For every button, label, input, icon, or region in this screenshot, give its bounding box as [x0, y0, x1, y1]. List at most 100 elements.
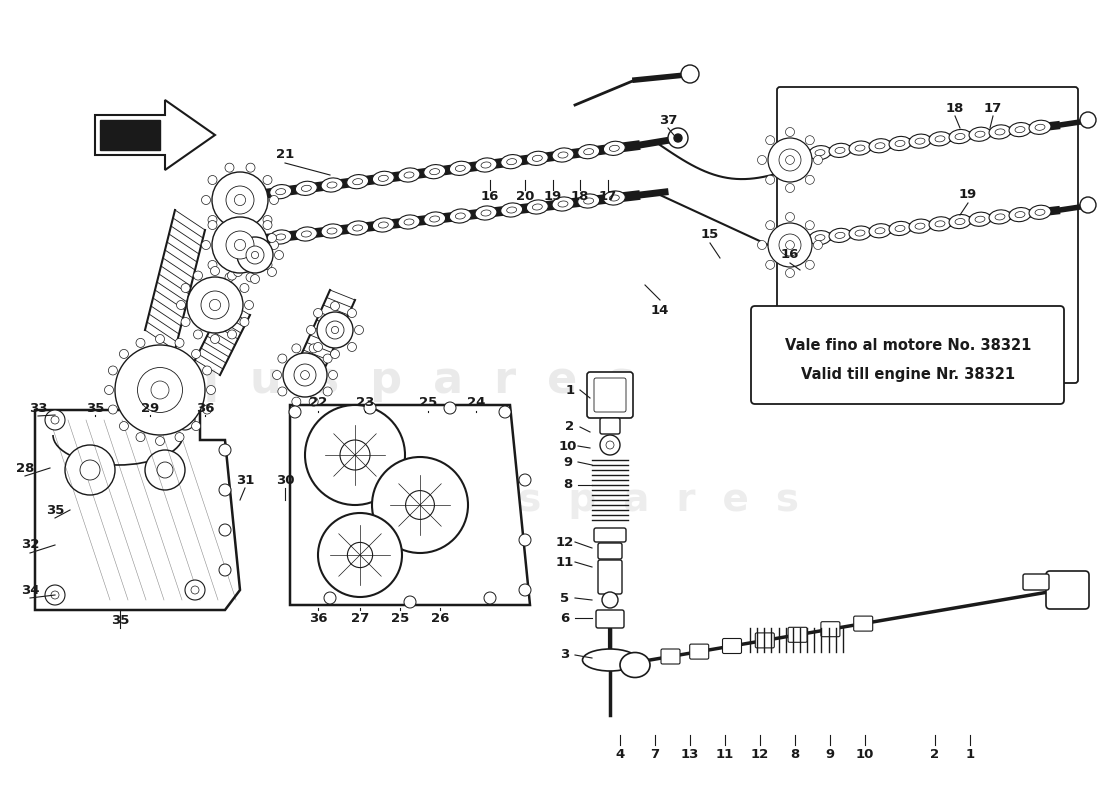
Circle shape	[348, 342, 356, 351]
Circle shape	[779, 234, 801, 256]
Ellipse shape	[481, 210, 491, 216]
Circle shape	[602, 592, 618, 608]
Circle shape	[175, 433, 184, 442]
Circle shape	[236, 237, 273, 273]
Circle shape	[305, 405, 405, 505]
Ellipse shape	[874, 142, 886, 149]
Circle shape	[331, 326, 339, 334]
Ellipse shape	[373, 218, 394, 232]
Circle shape	[194, 271, 202, 280]
Circle shape	[138, 367, 183, 413]
Circle shape	[330, 350, 340, 358]
Circle shape	[263, 261, 272, 270]
Circle shape	[674, 134, 682, 142]
Ellipse shape	[815, 234, 825, 241]
Ellipse shape	[270, 185, 292, 198]
Circle shape	[45, 585, 65, 605]
Circle shape	[246, 273, 255, 282]
Circle shape	[814, 155, 823, 165]
Polygon shape	[35, 410, 240, 610]
Ellipse shape	[915, 138, 925, 144]
Ellipse shape	[430, 169, 440, 174]
Circle shape	[233, 234, 242, 242]
Circle shape	[766, 221, 774, 230]
Circle shape	[244, 301, 253, 310]
Circle shape	[1080, 197, 1096, 213]
Ellipse shape	[996, 129, 1005, 135]
Circle shape	[226, 208, 234, 217]
Text: 37: 37	[659, 114, 678, 126]
Ellipse shape	[346, 221, 368, 235]
Ellipse shape	[829, 228, 851, 242]
Ellipse shape	[869, 138, 891, 153]
Ellipse shape	[1028, 206, 1050, 219]
Ellipse shape	[909, 134, 931, 148]
Circle shape	[201, 195, 210, 205]
Circle shape	[519, 474, 531, 486]
Ellipse shape	[869, 224, 891, 238]
Text: 9: 9	[825, 749, 835, 762]
Circle shape	[116, 345, 205, 435]
Circle shape	[219, 564, 231, 576]
Circle shape	[51, 416, 59, 424]
Ellipse shape	[584, 149, 594, 154]
Circle shape	[246, 228, 255, 237]
Ellipse shape	[532, 204, 542, 210]
Ellipse shape	[430, 216, 440, 222]
Circle shape	[191, 350, 200, 358]
Circle shape	[155, 334, 165, 343]
Ellipse shape	[301, 231, 311, 237]
Ellipse shape	[475, 206, 497, 220]
Circle shape	[785, 269, 794, 278]
Ellipse shape	[455, 166, 465, 171]
Circle shape	[519, 584, 531, 596]
Circle shape	[273, 370, 282, 379]
Circle shape	[226, 228, 234, 237]
Ellipse shape	[301, 186, 311, 191]
Circle shape	[324, 592, 336, 604]
Ellipse shape	[500, 154, 522, 169]
Ellipse shape	[609, 195, 619, 201]
Circle shape	[270, 195, 278, 205]
FancyBboxPatch shape	[1046, 571, 1089, 609]
Circle shape	[191, 422, 200, 430]
Text: 32: 32	[21, 538, 40, 551]
Ellipse shape	[955, 134, 965, 139]
Ellipse shape	[455, 213, 465, 219]
FancyBboxPatch shape	[594, 528, 626, 542]
Text: 1: 1	[565, 383, 574, 397]
Circle shape	[240, 283, 249, 293]
Ellipse shape	[955, 218, 965, 225]
FancyBboxPatch shape	[594, 378, 626, 412]
FancyBboxPatch shape	[1023, 574, 1049, 590]
Circle shape	[785, 127, 794, 137]
Text: 30: 30	[276, 474, 295, 486]
Ellipse shape	[321, 178, 343, 192]
Text: 16: 16	[481, 190, 499, 203]
Circle shape	[233, 267, 242, 277]
FancyBboxPatch shape	[723, 638, 741, 654]
Circle shape	[317, 312, 353, 348]
Circle shape	[201, 241, 210, 250]
Circle shape	[219, 444, 231, 456]
Circle shape	[766, 260, 774, 270]
Circle shape	[234, 239, 245, 250]
Ellipse shape	[895, 141, 905, 146]
Ellipse shape	[949, 130, 971, 144]
Text: 33: 33	[29, 402, 47, 414]
Text: 12: 12	[751, 749, 769, 762]
FancyBboxPatch shape	[854, 616, 872, 631]
Text: 11: 11	[716, 749, 734, 762]
Ellipse shape	[532, 155, 542, 162]
Circle shape	[404, 596, 416, 608]
Text: 14: 14	[651, 303, 669, 317]
FancyBboxPatch shape	[777, 87, 1078, 383]
Ellipse shape	[1028, 120, 1050, 134]
Circle shape	[348, 309, 356, 318]
FancyBboxPatch shape	[596, 610, 624, 628]
Circle shape	[202, 366, 211, 375]
Ellipse shape	[527, 200, 548, 214]
Ellipse shape	[935, 136, 945, 142]
Text: 10: 10	[856, 749, 875, 762]
FancyBboxPatch shape	[690, 644, 708, 659]
